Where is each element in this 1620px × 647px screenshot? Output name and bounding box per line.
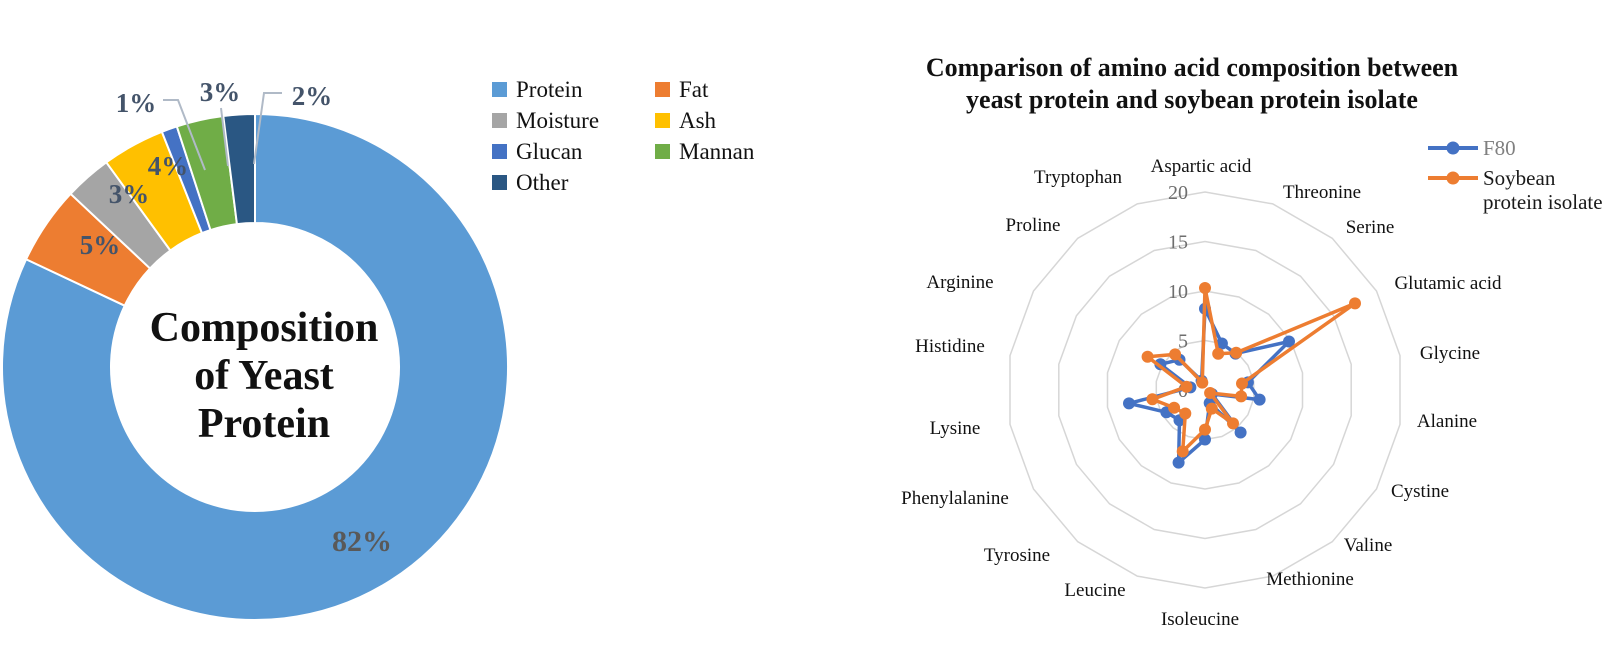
legend-label-soybean-protein-isolate-line2: protein isolate — [1483, 190, 1603, 214]
data-point-soybean-protein-isolate-glutamic-acid — [1349, 297, 1361, 310]
axis-label-aspartic-acid: Aspartic acid — [1151, 156, 1252, 177]
axis-label-lysine: Lysine — [930, 418, 981, 439]
radial-tick-10: 10 — [1168, 281, 1188, 303]
data-point-f80-alanine — [1253, 393, 1266, 406]
data-point-soybean-protein-isolate-lysine — [1146, 393, 1159, 406]
data-point-f80-lysine — [1123, 397, 1135, 410]
radar-chart: 05101520Aspartic acidThreonineSerineGlut… — [901, 136, 1602, 630]
radar-title-line-2: yeast protein and soybean protein isolat… — [966, 85, 1418, 114]
pie-center-title-line-3: Protein — [198, 401, 330, 447]
axis-label-glycine: Glycine — [1420, 343, 1480, 364]
pie-legend-item-fat: Fat — [655, 74, 754, 105]
data-point-soybean-protein-isolate-tyrosine — [1179, 407, 1192, 420]
pct-label-ash: 4% — [148, 151, 189, 181]
legend-label-f80: F80 — [1483, 136, 1516, 160]
pct-label-glucan: 1% — [116, 88, 157, 118]
data-point-f80-threonine — [1215, 337, 1228, 350]
data-point-soybean-protein-isolate-leucine — [1176, 445, 1189, 458]
pie-legend-item-protein: Protein — [492, 74, 655, 105]
legend-label: Mannan — [679, 138, 755, 164]
legend-label: Protein — [516, 76, 583, 102]
pct-label-fat: 5% — [80, 230, 121, 260]
legend-label: Glucan — [516, 138, 583, 164]
legend-marker-soybean-protein-isolate — [1446, 171, 1460, 185]
legend-marker-f80 — [1446, 141, 1460, 155]
legend-swatch-mannan — [655, 144, 670, 159]
data-point-soybean-protein-isolate-arginine — [1141, 350, 1154, 363]
radar-gridline-20 — [1009, 191, 1401, 589]
axis-label-proline: Proline — [1006, 215, 1061, 236]
data-point-f80-leucine — [1172, 456, 1185, 469]
donut-slice-other — [222, 113, 256, 226]
axis-label-leucine: Leucine — [1064, 580, 1125, 601]
pie-center-title-line-2: of Yeast — [194, 353, 334, 399]
donut-slice-protein — [1, 113, 509, 621]
data-point-soybean-protein-isolate-methionine — [1205, 402, 1218, 415]
radar-gridline-15 — [1058, 240, 1352, 540]
data-point-soybean-protein-isolate-glycine — [1236, 377, 1248, 390]
data-point-soybean-protein-isolate-phenylalanine — [1168, 401, 1181, 414]
pct-label-moisture: 3% — [109, 179, 150, 209]
axis-label-tryptophan: Tryptophan — [1034, 167, 1122, 188]
axis-label-valine: Valine — [1344, 535, 1393, 556]
axis-label-threonine: Threonine — [1283, 182, 1361, 203]
axis-label-cystine: Cystine — [1391, 481, 1449, 502]
legend-label: Ash — [679, 107, 717, 133]
data-point-soybean-protein-isolate-cystine — [1204, 387, 1217, 399]
leader-line-glucan — [163, 99, 206, 171]
pie-legend-item-moisture: Moisture — [492, 105, 655, 136]
legend-swatch-ash — [655, 113, 670, 128]
legend-label: Other — [516, 169, 569, 195]
pie-legend-item-ash: Ash — [655, 105, 754, 136]
pct-label-mannan: 3% — [200, 77, 241, 107]
data-point-soybean-protein-isolate-aspartic-acid — [1199, 282, 1211, 294]
axis-label-glutamic-acid: Glutamic acid — [1394, 273, 1502, 294]
axis-label-phenylalanine: Phenylalanine — [901, 488, 1009, 509]
legend-swatch-fat — [655, 82, 670, 97]
pie-center-title-line-1: Composition — [150, 305, 379, 351]
axis-label-methionine: Methionine — [1266, 569, 1354, 590]
radial-tick-15: 15 — [1168, 232, 1188, 254]
axis-label-arginine: Arginine — [926, 272, 993, 293]
pct-label-other: 2% — [292, 81, 333, 111]
data-point-f80-glutamic-acid — [1283, 335, 1295, 348]
legend-swatch-moisture — [492, 113, 507, 128]
leader-line-other — [253, 92, 282, 165]
pie-legend-item-mannan: Mannan — [655, 136, 754, 167]
legend-label-soybean-protein-isolate: Soybean — [1483, 166, 1556, 190]
data-point-f80-isoleucine — [1199, 433, 1211, 446]
pie-legend: Protein Fat Moisture Ash Glucan Mannan Other — [492, 74, 754, 198]
data-point-soybean-protein-isolate-alanine — [1235, 390, 1248, 403]
data-point-soybean-protein-isolate-histidine — [1180, 380, 1193, 393]
data-point-soybean-protein-isolate-valine — [1227, 417, 1239, 430]
data-point-soybean-protein-isolate-isoleucine — [1199, 423, 1211, 436]
radar-title-line-1: Comparison of amino acid composition bet… — [926, 53, 1459, 82]
donut-chart: 82%5%3%4%1% 3% 2% — [1, 77, 509, 621]
axis-label-serine: Serine — [1346, 217, 1395, 238]
legend-label: Fat — [679, 76, 709, 102]
data-point-soybean-protein-isolate-tryptophan — [1196, 376, 1209, 389]
pie-legend-item-other: Other — [492, 167, 655, 198]
legend-swatch-other — [492, 175, 507, 190]
legend-swatch-glucan — [492, 144, 507, 159]
data-point-soybean-protein-isolate-serine — [1230, 346, 1243, 359]
pie-legend-item-glucan: Glucan — [492, 136, 655, 167]
radial-tick-20: 20 — [1168, 182, 1188, 204]
leader-line-mannan — [220, 107, 229, 167]
radial-tick-5: 5 — [1178, 331, 1188, 353]
legend-label: Moisture — [516, 107, 600, 133]
axis-label-tyrosine: Tyrosine — [984, 545, 1050, 566]
axis-label-histidine: Histidine — [915, 336, 985, 357]
axis-label-alanine: Alanine — [1417, 411, 1477, 432]
data-point-soybean-protein-isolate-threonine — [1212, 347, 1225, 360]
data-point-soybean-protein-isolate-proline — [1169, 348, 1182, 361]
data-point-f80-valine — [1234, 426, 1247, 439]
axis-label-isoleucine: Isoleucine — [1161, 609, 1239, 630]
legend-swatch-protein — [492, 82, 507, 97]
pct-label-protein: 82% — [332, 525, 392, 558]
